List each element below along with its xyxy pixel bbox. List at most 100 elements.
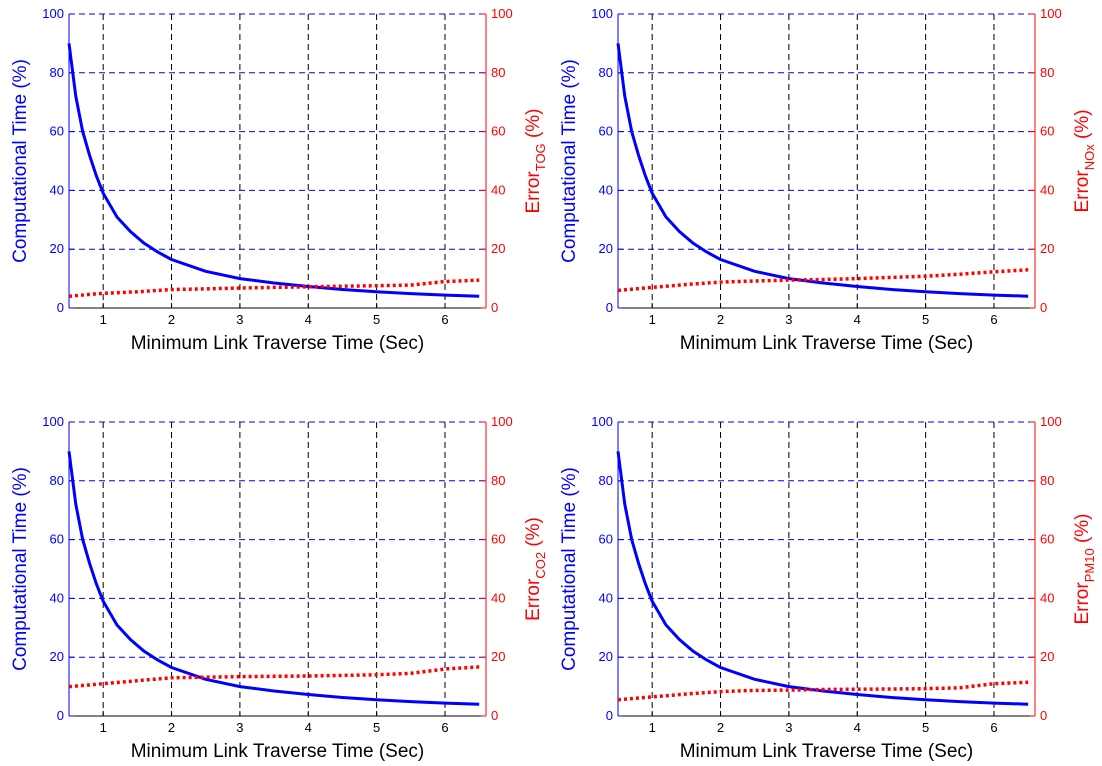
right-tick-label: 0 bbox=[491, 300, 498, 315]
right-label-main: Error bbox=[523, 171, 544, 214]
left-tick-label: 0 bbox=[57, 708, 64, 723]
right-label-sub: NOx bbox=[1082, 144, 1097, 171]
left-tick-label: 40 bbox=[599, 182, 613, 197]
x-tick-label: 6 bbox=[990, 720, 997, 735]
left-y-axis-label: Computational Time (%) bbox=[559, 467, 580, 671]
right-tick-label: 100 bbox=[491, 6, 513, 21]
right-label-sub: CO2 bbox=[533, 552, 548, 579]
x-tick-label: 4 bbox=[854, 312, 861, 327]
right-label-suffix: (%) bbox=[523, 517, 544, 552]
left-tick-label: 20 bbox=[50, 241, 64, 256]
x-tick-label: 3 bbox=[236, 720, 243, 735]
right-label-sub: PM10 bbox=[1082, 548, 1097, 582]
right-y-axis-label: ErrorCO2 (%) bbox=[523, 517, 548, 621]
right-tick-label: 100 bbox=[491, 414, 513, 429]
right-tick-label: 60 bbox=[491, 124, 505, 139]
left-tick-label: 40 bbox=[50, 182, 64, 197]
right-tick-label: 20 bbox=[491, 649, 505, 664]
left-y-axis-label: Computational Time (%) bbox=[10, 467, 31, 671]
left-tick-label: 0 bbox=[57, 300, 64, 315]
right-label-suffix: (%) bbox=[1072, 513, 1093, 548]
right-label-main: Error bbox=[523, 578, 544, 621]
right-y-axis-label: ErrorNOx (%) bbox=[1072, 109, 1097, 212]
right-tick-label: 80 bbox=[1040, 473, 1054, 488]
x-tick-label: 6 bbox=[441, 720, 448, 735]
x-tick-label: 2 bbox=[168, 312, 175, 327]
error-line bbox=[617, 268, 1029, 293]
right-label-main: Error bbox=[1072, 582, 1093, 625]
right-tick-label: 100 bbox=[1040, 414, 1062, 429]
left-tick-label: 100 bbox=[591, 414, 613, 429]
x-tick-label: 3 bbox=[785, 720, 792, 735]
left-tick-label: 0 bbox=[606, 708, 613, 723]
left-tick-label: 60 bbox=[50, 532, 64, 547]
right-tick-label: 40 bbox=[1040, 182, 1054, 197]
left-y-axis-label: Computational Time (%) bbox=[559, 59, 580, 263]
left-y-axis-label: Computational Time (%) bbox=[10, 59, 31, 263]
x-tick-label: 4 bbox=[854, 720, 861, 735]
left-tick-label: 80 bbox=[599, 65, 613, 80]
right-label-main: Error bbox=[1072, 170, 1093, 213]
left-tick-label: 100 bbox=[42, 414, 64, 429]
x-tick-label: 2 bbox=[717, 312, 724, 327]
right-y-axis-label: ErrorTOG (%) bbox=[523, 109, 548, 214]
computational-time-line bbox=[67, 43, 480, 298]
x-tick-label: 5 bbox=[922, 312, 929, 327]
x-axis-label: Minimum Link Traverse Time (Sec) bbox=[680, 333, 974, 354]
x-tick-label: 5 bbox=[373, 720, 380, 735]
x-tick-label: 4 bbox=[305, 312, 312, 327]
x-axis-label: Minimum Link Traverse Time (Sec) bbox=[680, 741, 974, 762]
error-line bbox=[617, 680, 1029, 702]
error-line bbox=[68, 665, 480, 689]
computational-time-line bbox=[67, 451, 480, 706]
right-tick-label: 60 bbox=[491, 532, 505, 547]
right-tick-label: 80 bbox=[491, 65, 505, 80]
left-tick-label: 100 bbox=[42, 6, 64, 21]
x-tick-label: 1 bbox=[100, 312, 107, 327]
x-tick-label: 5 bbox=[373, 312, 380, 327]
computational-time-line bbox=[616, 451, 1029, 706]
x-tick-label: 1 bbox=[649, 312, 656, 327]
left-tick-label: 20 bbox=[599, 241, 613, 256]
x-tick-label: 2 bbox=[168, 720, 175, 735]
right-tick-label: 0 bbox=[491, 708, 498, 723]
right-tick-label: 60 bbox=[1040, 124, 1054, 139]
right-tick-label: 20 bbox=[1040, 649, 1054, 664]
left-tick-label: 80 bbox=[50, 65, 64, 80]
right-tick-label: 80 bbox=[491, 473, 505, 488]
error-line bbox=[68, 278, 480, 298]
x-tick-label: 5 bbox=[922, 720, 929, 735]
x-tick-label: 6 bbox=[990, 312, 997, 327]
left-tick-label: 80 bbox=[599, 473, 613, 488]
x-axis-label: Minimum Link Traverse Time (Sec) bbox=[131, 333, 425, 354]
right-tick-label: 100 bbox=[1040, 6, 1062, 21]
computational-time-line bbox=[616, 43, 1029, 298]
right-tick-label: 20 bbox=[491, 241, 505, 256]
chart-panel-1: 0 20 40 60 80 100 0 20 40 60 80 100 1 2 3 4 5 6 Minimum Li… bbox=[10, 6, 548, 354]
chart-panel-3: 0 20 40 60 80 100 0 20 40 60 80 100 1 2 3 4 5 6 Minimum Li… bbox=[10, 414, 548, 762]
chart-panel-2: 0 20 40 60 80 100 0 20 40 60 80 100 1 2 3 4 5 6 Minimum Li… bbox=[559, 6, 1097, 354]
left-tick-label: 0 bbox=[606, 300, 613, 315]
left-tick-label: 100 bbox=[591, 6, 613, 21]
right-tick-label: 40 bbox=[491, 182, 505, 197]
x-tick-label: 1 bbox=[100, 720, 107, 735]
right-label-sub: TOG bbox=[533, 143, 548, 171]
x-tick-label: 1 bbox=[649, 720, 656, 735]
right-label-suffix: (%) bbox=[523, 109, 544, 144]
left-tick-label: 80 bbox=[50, 473, 64, 488]
right-tick-label: 0 bbox=[1040, 300, 1047, 315]
left-tick-label: 40 bbox=[50, 590, 64, 605]
x-tick-label: 6 bbox=[441, 312, 448, 327]
x-tick-label: 2 bbox=[717, 720, 724, 735]
left-tick-label: 20 bbox=[50, 649, 64, 664]
left-tick-label: 60 bbox=[599, 124, 613, 139]
right-tick-label: 40 bbox=[491, 590, 505, 605]
right-tick-label: 80 bbox=[1040, 65, 1054, 80]
x-tick-label: 3 bbox=[785, 312, 792, 327]
right-label-suffix: (%) bbox=[1072, 109, 1093, 144]
x-axis-label: Minimum Link Traverse Time (Sec) bbox=[131, 741, 425, 762]
right-tick-label: 60 bbox=[1040, 532, 1054, 547]
chart-panel-4: 0 20 40 60 80 100 0 20 40 60 80 100 1 2 3 4 5 6 Minimum Li… bbox=[559, 414, 1097, 762]
right-tick-label: 20 bbox=[1040, 241, 1054, 256]
